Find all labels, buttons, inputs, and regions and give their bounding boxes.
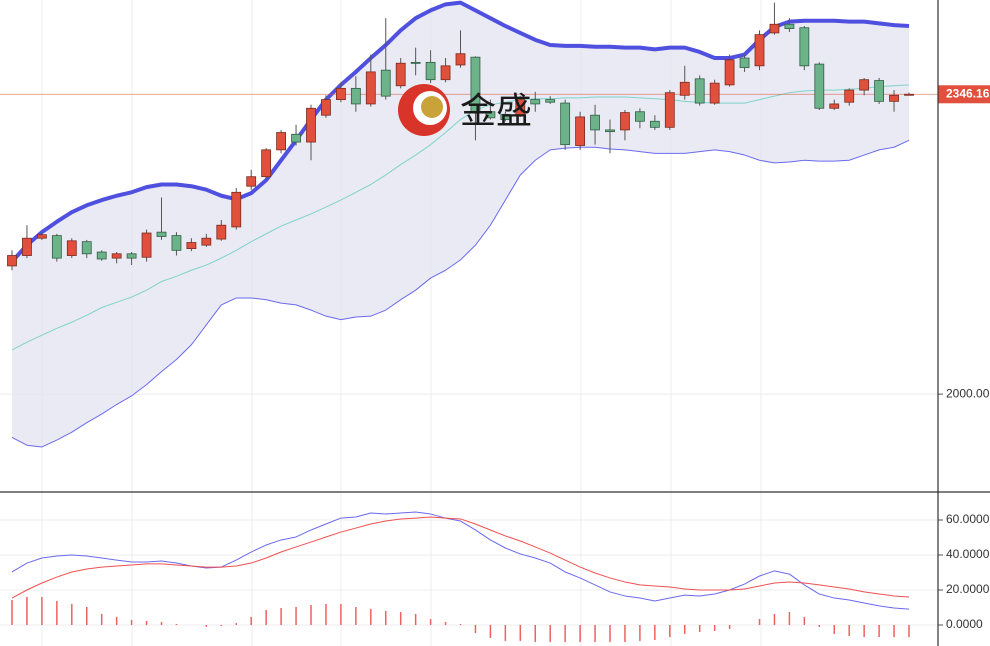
candle-body: [874, 80, 884, 102]
candle-body: [635, 111, 645, 122]
candle-body: [306, 107, 316, 143]
candle-body: [724, 59, 735, 86]
y-tick-label: 60.0000: [946, 512, 990, 526]
candle-body: [799, 27, 810, 67]
candle-body: [261, 149, 272, 178]
candle-body: [96, 251, 107, 260]
band-line: [11, 84, 910, 351]
candle-body: [739, 57, 750, 68]
last-price-tag: [938, 85, 990, 104]
candle-body: [844, 89, 855, 103]
band-line: [11, 516, 910, 599]
y-tick-label: 0.0000: [946, 617, 983, 631]
y-tick-label: 2000.00: [946, 386, 990, 400]
candle-body: [590, 114, 600, 131]
candle-body: [51, 235, 62, 259]
candle-body: [649, 120, 660, 128]
candle-body: [216, 224, 227, 240]
band-line: [11, 139, 910, 448]
candle-body: [66, 240, 77, 256]
candle-body: [246, 176, 257, 187]
candle-body: [470, 56, 481, 113]
candle-body: [81, 241, 92, 255]
candle-body: [889, 94, 899, 102]
candle-body: [904, 93, 914, 96]
candle-body: [291, 133, 301, 143]
candle-body: [321, 99, 331, 116]
candle-body: [814, 63, 825, 109]
logo-core: [421, 96, 443, 118]
y-tick-label: 40.0000: [946, 547, 990, 561]
candle-body: [530, 99, 541, 105]
candle-body: [186, 242, 197, 249]
candle-body: [560, 102, 571, 146]
candle-body: [754, 34, 765, 67]
band-line: [11, 511, 910, 610]
candle-body: [575, 116, 585, 146]
y-tick-label: 20.0000: [946, 582, 990, 596]
candle-body: [156, 231, 167, 237]
candle-body: [515, 99, 526, 116]
candle-body: [335, 87, 346, 101]
candle-body: [7, 255, 17, 267]
watermark: 金盛: [460, 91, 532, 132]
candle-body: [694, 78, 705, 104]
candle-body: [440, 65, 451, 81]
candle-body: [709, 82, 720, 104]
candle-body: [126, 253, 137, 259]
candle-body: [231, 191, 242, 228]
candle-body: [455, 53, 466, 66]
candle-body: [500, 113, 511, 120]
candle-body: [37, 234, 47, 239]
candle-body: [365, 71, 376, 105]
candle-body: [22, 237, 32, 256]
candle-body: [171, 235, 182, 251]
candle-body: [620, 112, 630, 131]
candle-body: [111, 253, 122, 259]
candle-body: [829, 103, 840, 109]
candle-body: [485, 111, 496, 119]
candle-body: [410, 61, 421, 64]
candle-body: [201, 237, 212, 246]
candle-body: [380, 69, 391, 97]
candle-body: [395, 62, 406, 87]
candle-body: [350, 87, 361, 105]
candle-body: [679, 81, 690, 96]
candle-body: [141, 232, 152, 258]
candle-body: [425, 61, 436, 81]
candle-body: [664, 92, 675, 128]
candle-body: [545, 99, 556, 103]
candle-body: [276, 132, 287, 151]
candle-body: [859, 79, 870, 91]
candle-body: [784, 23, 795, 29]
band-area: [12, 2, 909, 447]
candle-body: [605, 129, 615, 133]
candle-body: [769, 23, 780, 34]
last-price-label: 2346.16: [946, 86, 990, 100]
